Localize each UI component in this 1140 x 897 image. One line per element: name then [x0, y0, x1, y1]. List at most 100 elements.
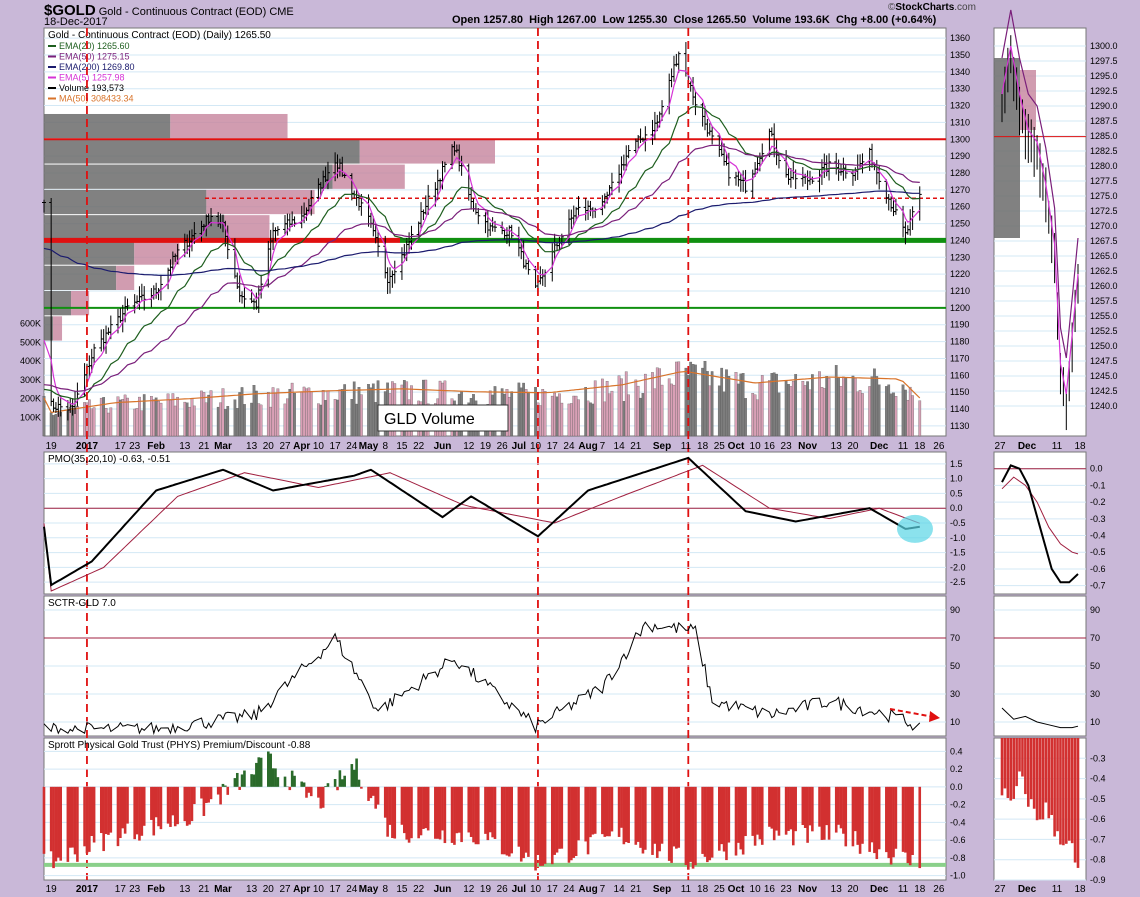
phys-discount-bar: [605, 786, 609, 837]
phys-discount-bar: [493, 786, 497, 839]
phys-discount-bar: [517, 786, 521, 847]
phys-discount-bar: [806, 786, 809, 843]
phys-discount-bar: [904, 786, 907, 853]
phys-discount-bar: [288, 786, 292, 791]
phys-premium-bar: [259, 757, 263, 787]
phys-discount-bar: [76, 786, 79, 862]
volume-bar: [727, 376, 731, 437]
phys-discount-bar: [553, 786, 556, 855]
volume-bar: [169, 399, 172, 437]
symbol: $GOLD: [44, 2, 96, 19]
volume-bar: [877, 384, 881, 437]
price-y-tick: 1350: [950, 50, 970, 60]
phys-premium-bar: [233, 778, 237, 787]
volume-bar: [233, 399, 237, 437]
phys-discount-bar: [503, 786, 506, 855]
phys-discount-bar: [784, 786, 788, 835]
phys-discount-bar: [71, 786, 74, 848]
mini-phys-discount-bar: [1073, 738, 1077, 863]
phys-premium-bar: [221, 783, 225, 787]
x-axis-label-bottom: Feb: [147, 884, 165, 895]
mini-price-y-tick: 1297.5: [1090, 56, 1118, 66]
pmo-y-tick: -2.0: [950, 562, 966, 572]
phys-discount-bar: [739, 786, 743, 850]
phys-premium-bar: [326, 783, 330, 787]
phys-discount-bar: [851, 786, 855, 847]
volume-bar: [811, 374, 814, 437]
volume-bar: [689, 361, 693, 437]
volume-bar: [834, 365, 838, 437]
x-axis-label: 20: [847, 441, 859, 452]
phys-discount-bar: [574, 786, 578, 856]
phys-premium-bar: [324, 786, 327, 787]
mini-phys-discount-bar: [1029, 738, 1033, 800]
x-axis-label-bottom: 17: [330, 884, 342, 895]
x-axis-label: 20: [263, 441, 275, 452]
phys-discount-bar: [577, 786, 580, 841]
volume-bar: [803, 385, 807, 437]
mini-phys-y-tick: -0.5: [1090, 794, 1106, 804]
volume-bar: [360, 394, 363, 437]
volume-bar: [818, 371, 821, 437]
x-axis-label: Sep: [653, 441, 671, 452]
volume-bar: [288, 388, 292, 437]
mini-x-label: 18: [1074, 441, 1086, 452]
phys-discount-bar: [367, 786, 370, 801]
pmo-y-tick: 1.0: [950, 474, 963, 484]
pmo-y-tick: -1.5: [950, 548, 966, 558]
sctr-y-tick: 50: [950, 661, 960, 671]
phys-discount-bar: [651, 786, 654, 855]
price-y-tick: 1130: [950, 421, 969, 431]
mini-phys-discount-bar: [1044, 738, 1048, 803]
phys-discount-bar: [417, 786, 420, 839]
volume-bar: [842, 376, 845, 437]
volume-bar: [734, 372, 738, 437]
volume-bar: [286, 398, 289, 437]
volume-bar: [643, 373, 647, 437]
mini-phys-discount-bar: [1000, 738, 1004, 796]
phys-discount-bar: [906, 786, 910, 864]
phys-discount-bar: [109, 786, 113, 833]
mini-x-label-bottom: 27: [994, 884, 1006, 895]
volume-by-price-up: [332, 164, 405, 189]
volume-bar: [660, 384, 664, 437]
phys-discount-bar: [636, 786, 640, 842]
phys-discount-bar: [737, 786, 740, 843]
price-y-tick: 1220: [950, 269, 970, 279]
price-y-tick: 1180: [950, 337, 969, 347]
x-axis-label: 19: [46, 441, 58, 452]
phys-discount-bar: [309, 786, 313, 797]
volume-bar: [173, 405, 177, 437]
x-axis-label-bottom: 13: [246, 884, 258, 895]
x-axis-label: 17: [115, 441, 127, 452]
x-axis-label-bottom: 8: [382, 884, 388, 895]
volume-bar: [789, 386, 793, 437]
volume-bar: [725, 369, 728, 437]
mini-phys-discount-bar: [1053, 738, 1056, 837]
volume-bar: [534, 387, 537, 437]
x-axis-label-bottom: 2017: [76, 884, 99, 895]
volume-bar: [856, 391, 860, 437]
volume-bar: [266, 392, 270, 437]
volume-bar: [651, 372, 654, 437]
volume-by-price-up: [116, 265, 135, 291]
legend-entry: EMA(5) 1257.98: [59, 73, 125, 83]
x-axis-label-bottom: 23: [129, 884, 141, 895]
phys-discount-bar: [720, 786, 723, 845]
x-axis-label-bottom: 19: [46, 884, 58, 895]
phys-discount-bar: [185, 786, 189, 826]
phys-discount-bar: [794, 786, 797, 832]
mini-price-y-tick: 1277.5: [1090, 176, 1118, 186]
mini-x-label: 27: [994, 441, 1006, 452]
volume-bar: [235, 408, 239, 437]
x-axis-label: Feb: [147, 441, 165, 452]
phys-discount-bar: [453, 786, 456, 845]
phys-discount-bar: [710, 786, 714, 858]
phys-discount-bar: [319, 786, 323, 809]
volume-bar: [524, 389, 528, 437]
volume-by-price-up: [170, 113, 288, 139]
price-y-tick: 1330: [950, 84, 970, 94]
mini-pmo-y-tick: -0.2: [1090, 497, 1106, 507]
volume-bar: [293, 392, 296, 437]
phys-discount-bar: [388, 786, 392, 825]
